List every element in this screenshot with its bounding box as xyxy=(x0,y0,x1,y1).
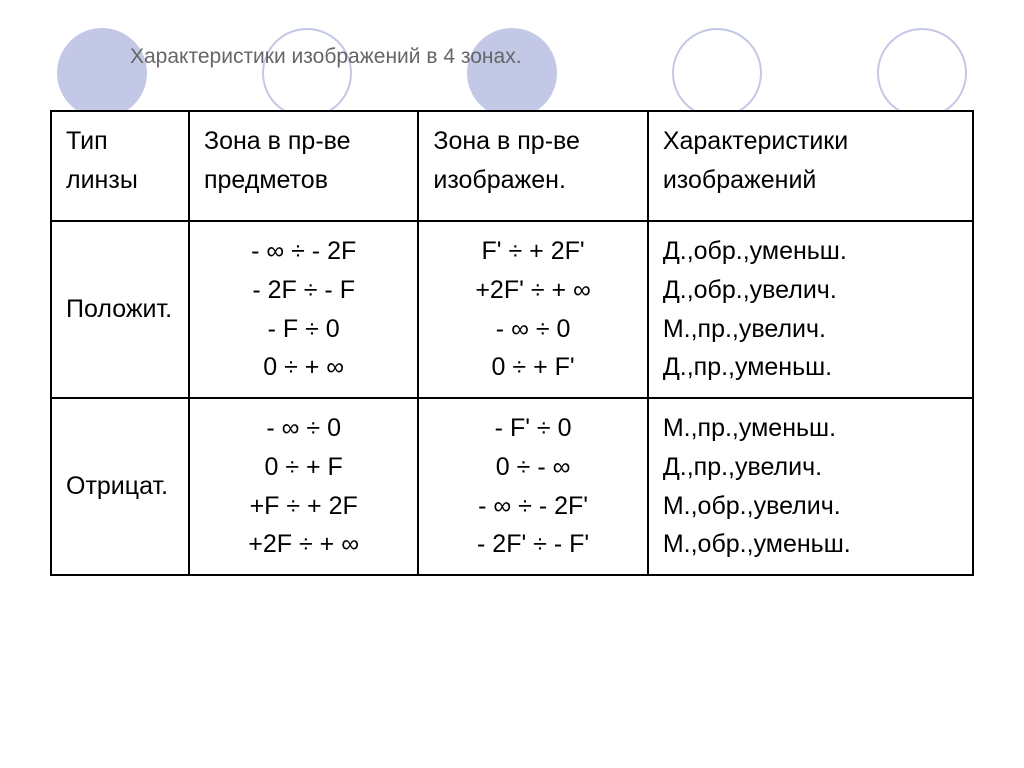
zones-table: Типлинзы Зона в пр-ве предметов Зона в п… xyxy=(50,110,974,576)
table-header-row: Типлинзы Зона в пр-ве предметов Зона в п… xyxy=(51,111,973,221)
circle-4 xyxy=(672,28,762,118)
cell-lens-type: Положит. xyxy=(51,221,189,398)
cell-zone-img: - F' ÷ 00 ÷ - ∞- ∞ ÷ - 2F'- 2F' ÷ - F' xyxy=(418,398,647,575)
circle-3 xyxy=(467,28,557,118)
col-header-charact: Характеристики изображений xyxy=(648,111,973,221)
cell-zone-obj: - ∞ ÷ - 2F- 2F ÷ - F- F ÷ 00 ÷ + ∞ xyxy=(189,221,418,398)
table-row: Положит.- ∞ ÷ - 2F- 2F ÷ - F- F ÷ 00 ÷ +… xyxy=(51,221,973,398)
table-body: Положит.- ∞ ÷ - 2F- 2F ÷ - F- F ÷ 00 ÷ +… xyxy=(51,221,973,575)
table-container: Типлинзы Зона в пр-ве предметов Зона в п… xyxy=(50,110,974,576)
circle-5 xyxy=(877,28,967,118)
cell-charact: М.,пр.,уменьш.Д.,пр.,увелич.М.,обр.,увел… xyxy=(648,398,973,575)
cell-lens-type: Отрицат. xyxy=(51,398,189,575)
cell-zone-img: F' ÷ + 2F'+2F' ÷ + ∞- ∞ ÷ 00 ÷ + F' xyxy=(418,221,647,398)
table-row: Отрицат.- ∞ ÷ 00 ÷ + F+F ÷ + 2F+2F ÷ + ∞… xyxy=(51,398,973,575)
circle-1 xyxy=(57,28,147,118)
circle-2 xyxy=(262,28,352,118)
col-header-zone-obj: Зона в пр-ве предметов xyxy=(189,111,418,221)
col-header-lens-type: Типлинзы xyxy=(51,111,189,221)
page-title: Характеристики изображений в 4 зонах. xyxy=(130,45,522,69)
col-header-zone-img: Зона в пр-ве изображен. xyxy=(418,111,647,221)
cell-charact: Д.,обр.,уменьш.Д.,обр.,увелич.М.,пр.,уве… xyxy=(648,221,973,398)
cell-zone-obj: - ∞ ÷ 00 ÷ + F+F ÷ + 2F+2F ÷ + ∞ xyxy=(189,398,418,575)
